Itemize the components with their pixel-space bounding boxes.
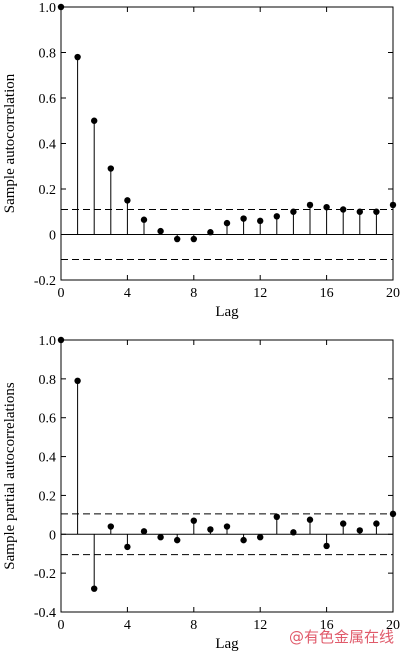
stem-point: [223, 219, 231, 227]
stem-point: [107, 165, 115, 172]
stem-point: [157, 534, 164, 541]
stem-point: [306, 201, 314, 209]
y-tick-label: 0.6: [39, 412, 57, 427]
stem-point: [57, 3, 65, 11]
stem-point: [91, 117, 98, 124]
pacf-chart: -0.4 -0.2 0 0.2 0.4 0.6 0.8 1.0 0 4 8 12 16 20 Lag Samp…: [2, 334, 400, 652]
stem-point: [174, 536, 181, 544]
y-tick-label: 1.0: [39, 1, 57, 16]
stem-point: [273, 513, 280, 520]
plot-frame: [60, 6, 394, 281]
stem-point: [290, 529, 297, 536]
y-tick-label: -0.4: [34, 606, 56, 621]
stem-point: [340, 520, 347, 527]
stem-point: [207, 526, 214, 533]
y-tick-label: 0: [49, 229, 56, 244]
stem-point: [190, 235, 197, 243]
y-axis-label: Sample partial autocorrelations: [2, 382, 18, 570]
stem-point: [174, 235, 181, 243]
x-tick-label: 0: [58, 618, 65, 633]
stem-point: [140, 528, 148, 535]
stem-point: [273, 213, 280, 220]
watermark: @有色金属在线: [288, 628, 394, 646]
stem-point: [207, 229, 214, 236]
y-tick-label: 0.2: [39, 183, 57, 198]
x-tick-label: 20: [386, 286, 400, 301]
x-tick-label: 4: [124, 286, 131, 301]
stem-point: [223, 523, 231, 530]
stem-point: [356, 527, 363, 534]
y-axis-label: Sample autocorrelation: [2, 73, 18, 213]
x-tick-label: 12: [253, 286, 267, 301]
x-tick-label: 20: [386, 618, 400, 633]
stem-point: [323, 542, 330, 550]
stem-point: [257, 217, 264, 225]
y-tick-label: 0.2: [39, 489, 57, 504]
y-tick-label: 0: [49, 528, 56, 543]
stem-point: [190, 517, 197, 524]
y-tick-label: 1.0: [39, 334, 57, 349]
stem-point: [107, 523, 115, 530]
stem-point: [91, 585, 98, 592]
stem-point: [257, 534, 264, 541]
x-tick-label: 12: [253, 618, 267, 633]
stem-point: [74, 377, 81, 384]
stem-point: [157, 227, 164, 235]
stem-point: [140, 216, 148, 223]
stem-point: [57, 336, 65, 344]
x-tick-label: 8: [190, 618, 197, 633]
stem-point: [389, 201, 397, 209]
x-tick-label: 16: [320, 286, 334, 301]
stem-point: [373, 520, 380, 527]
stem-point: [290, 208, 297, 215]
y-tick-label: 0.8: [39, 47, 57, 62]
plot-frame: [60, 339, 394, 613]
stem-point: [74, 53, 81, 61]
x-tick-label: 0: [58, 286, 65, 301]
y-tick-label: -0.2: [34, 274, 56, 289]
y-tick-label: 0.6: [39, 92, 57, 107]
y-tick-label: 0.4: [39, 451, 57, 466]
x-tick-label: 8: [190, 286, 197, 301]
stem-point: [323, 204, 330, 211]
y-tick-label: 0.4: [39, 138, 57, 153]
x-axis-label: Lag: [215, 636, 239, 652]
stem-point: [340, 206, 347, 213]
stem-point: [240, 536, 247, 544]
x-tick-label: 4: [124, 618, 131, 633]
stem-point: [306, 516, 314, 523]
x-axis-label: Lag: [215, 304, 239, 320]
stem-point: [240, 215, 247, 222]
stem-point: [124, 197, 131, 204]
stem-point: [356, 208, 363, 215]
stem-point: [389, 510, 397, 518]
x-tick-label: 16: [320, 618, 334, 633]
y-tick-label: -0.2: [34, 567, 56, 582]
stem-point: [124, 543, 131, 551]
y-tick-label: 0.8: [39, 373, 57, 388]
stem-point: [373, 208, 380, 215]
